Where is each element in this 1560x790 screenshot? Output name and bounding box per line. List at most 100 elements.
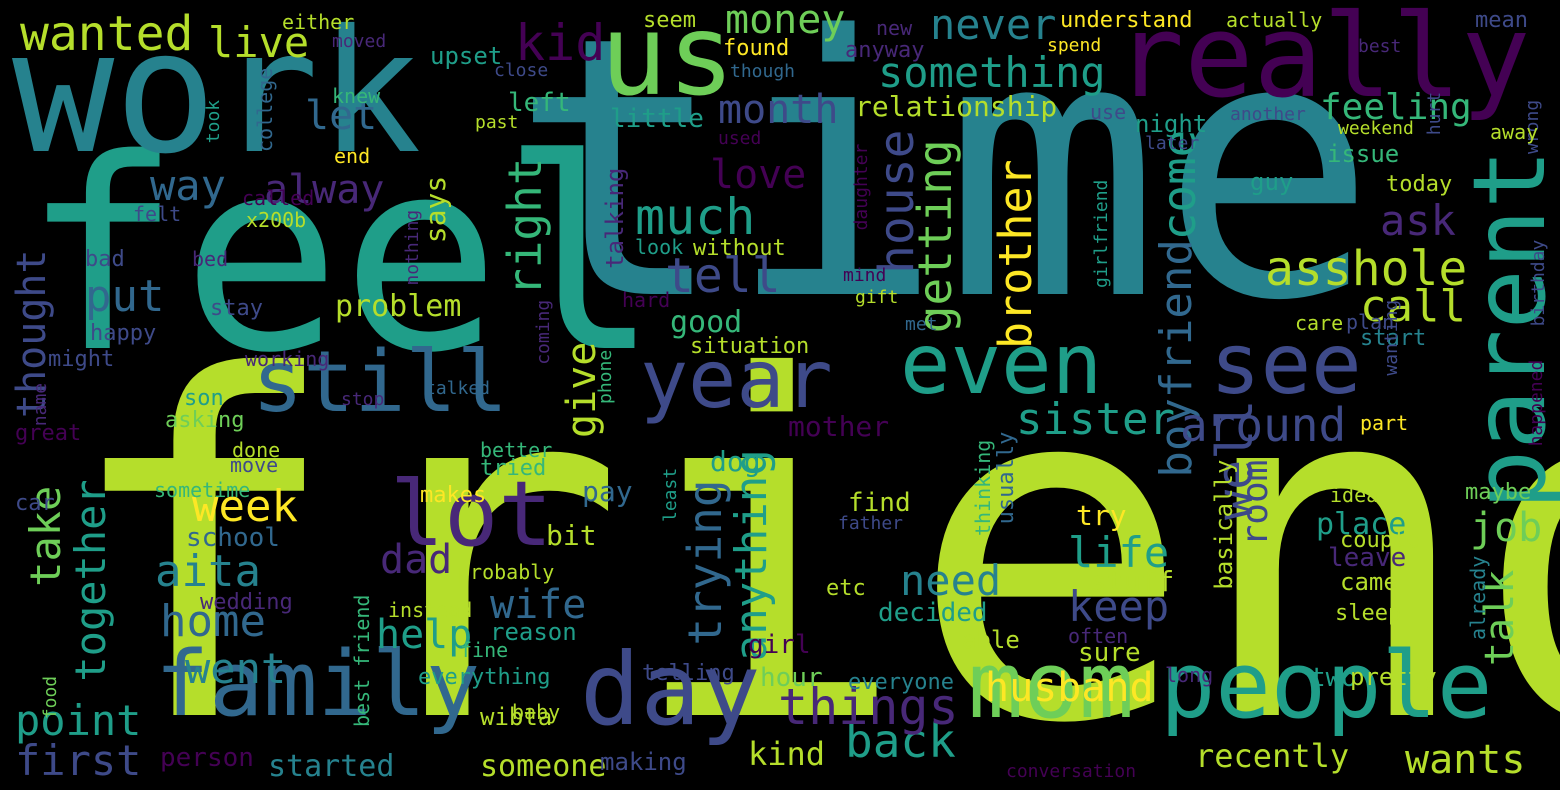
word: see	[1210, 315, 1362, 413]
word: called	[242, 186, 315, 210]
word: live	[208, 18, 310, 67]
word: talking	[601, 167, 629, 269]
word: knew	[332, 84, 381, 108]
word: back	[845, 714, 956, 768]
word: move	[230, 453, 279, 477]
word: situation	[690, 334, 810, 359]
word: right	[498, 157, 552, 296]
word: hurt	[1424, 91, 1445, 136]
word: trying	[678, 479, 732, 646]
word: best friend	[350, 594, 374, 727]
word: feel	[22, 103, 661, 411]
word: stuff	[1090, 565, 1175, 598]
word: month	[718, 87, 839, 133]
word: day	[580, 631, 761, 748]
word: found	[723, 36, 790, 61]
word: happy	[90, 321, 157, 346]
word: wedding	[200, 590, 293, 615]
word: end	[334, 144, 371, 168]
word: two	[1310, 663, 1357, 693]
word: feeling	[1320, 87, 1472, 128]
word: us	[600, 0, 735, 121]
word: ask	[1380, 196, 1456, 245]
word: went	[185, 644, 287, 693]
word: bit	[546, 519, 597, 552]
word: spend	[1047, 35, 1102, 56]
word: hour	[760, 663, 823, 693]
word: past	[475, 112, 519, 133]
word: bad	[85, 247, 125, 272]
word: much	[635, 188, 756, 246]
word: girl	[748, 630, 811, 660]
word: makes	[420, 483, 487, 508]
word: upset	[430, 42, 503, 70]
word: together	[66, 479, 115, 682]
word: tell	[665, 248, 781, 304]
word: way	[150, 161, 226, 210]
word: couple	[1340, 528, 1420, 553]
word: understand	[1060, 8, 1193, 33]
word: today	[1386, 172, 1453, 197]
word: kid	[515, 14, 606, 72]
word: aita	[155, 546, 261, 597]
word: sister	[1016, 394, 1175, 445]
word: bed	[192, 247, 229, 271]
word: started	[268, 749, 395, 784]
word: put	[85, 271, 165, 322]
word: girlfriend	[1091, 179, 1112, 288]
word: sometime	[154, 478, 251, 502]
word: mean	[1475, 8, 1528, 33]
word: recently	[1195, 737, 1350, 775]
word: around	[1180, 398, 1347, 452]
word: even	[900, 315, 1103, 413]
word: dad	[380, 537, 453, 583]
word: money	[725, 0, 846, 43]
word: getting	[908, 139, 962, 334]
word: daughter	[851, 143, 872, 231]
word: thinking	[971, 439, 995, 536]
word: home	[160, 596, 266, 647]
word: basically	[1210, 459, 1238, 590]
word: pay	[582, 475, 633, 508]
word: instead	[388, 598, 473, 622]
word: asking	[165, 408, 245, 433]
word: close	[494, 60, 549, 81]
word: people	[1160, 632, 1493, 739]
word: nothing	[402, 209, 423, 286]
word: weekend	[1338, 118, 1414, 139]
word: telling	[642, 661, 735, 686]
word: wife	[490, 582, 587, 628]
word: time	[510, 0, 1377, 379]
word: name	[30, 382, 51, 427]
word: either	[282, 10, 355, 34]
word: mother	[788, 410, 890, 443]
word: mind	[843, 265, 887, 286]
word: car	[15, 491, 55, 516]
word: tried	[480, 456, 547, 481]
word: week	[192, 481, 298, 532]
word: things	[778, 678, 959, 736]
word: conversation	[1006, 761, 1137, 782]
word: happened	[1526, 359, 1547, 447]
word: work	[12, 0, 422, 192]
word: pretty	[1350, 663, 1437, 691]
word: moved	[332, 31, 387, 52]
word: husband	[985, 665, 1154, 711]
word: really	[1115, 0, 1531, 124]
word: decided	[878, 598, 988, 628]
word: long	[1165, 663, 1214, 687]
word: kind	[748, 735, 826, 773]
word: everything	[418, 665, 551, 690]
word: fine	[460, 638, 509, 662]
word: idea	[1330, 483, 1379, 507]
word: able	[962, 626, 1020, 654]
word: parent	[1451, 148, 1560, 510]
word: point	[15, 696, 142, 745]
word: might	[48, 347, 115, 372]
word: night	[1135, 110, 1208, 138]
word: guy	[1250, 168, 1294, 196]
word: year	[640, 333, 833, 426]
word: use	[1090, 100, 1127, 124]
word: away	[1490, 120, 1539, 144]
